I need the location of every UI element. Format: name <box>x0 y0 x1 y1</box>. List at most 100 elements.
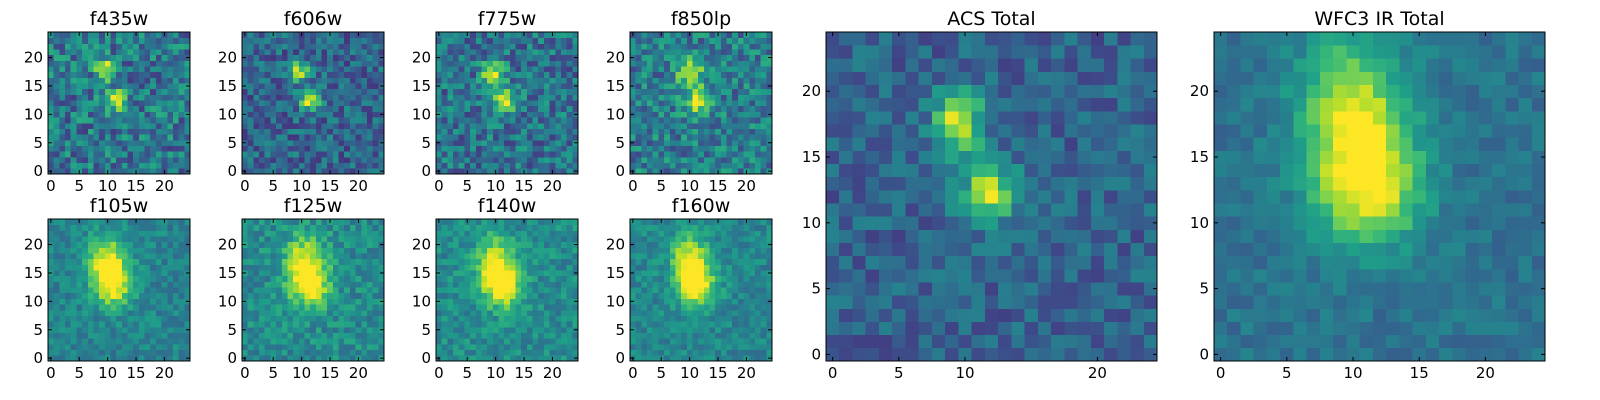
image-cell <box>298 134 305 141</box>
image-cell <box>155 88 162 95</box>
image-cell <box>76 247 83 254</box>
image-cell <box>59 236 66 243</box>
image-cell <box>766 117 773 124</box>
image-cell <box>720 117 727 124</box>
image-cell <box>664 83 671 90</box>
image-cell <box>70 54 77 61</box>
image-cell <box>321 88 328 95</box>
image-cell <box>754 304 762 311</box>
image-cell <box>310 298 317 305</box>
image-cell <box>70 151 77 158</box>
image-cell <box>116 253 123 260</box>
image-cell <box>121 168 128 175</box>
image-cell <box>99 270 106 277</box>
image-cell <box>65 83 72 90</box>
image-cell <box>749 332 756 339</box>
image-cell <box>53 66 60 73</box>
image-cell <box>538 292 545 299</box>
image-cell <box>116 37 123 44</box>
image-cell <box>749 37 756 44</box>
image-cell <box>515 83 522 90</box>
image-cell <box>509 258 516 265</box>
image-cell <box>93 275 100 282</box>
image-cell <box>110 349 117 356</box>
image-cell <box>59 287 66 294</box>
image-cell <box>669 128 676 135</box>
image-cell <box>709 37 716 44</box>
image-cell <box>464 100 471 107</box>
image-cell <box>287 281 294 288</box>
image-cell <box>293 332 300 339</box>
image-cell <box>144 60 151 67</box>
image-cell <box>692 71 699 78</box>
image-cell <box>293 168 300 175</box>
image-cell <box>338 43 345 50</box>
image-cell <box>760 332 767 339</box>
image-cell <box>355 326 362 333</box>
image-cell <box>726 281 733 288</box>
image-cell <box>110 304 117 311</box>
image-cell <box>492 270 499 277</box>
image-cell <box>669 43 676 50</box>
image-cell <box>504 145 511 152</box>
image-cell <box>253 321 260 328</box>
image-cell <box>242 224 249 231</box>
image-cell <box>281 224 288 231</box>
image-cell <box>560 117 568 124</box>
image-cell <box>87 139 94 146</box>
image-cell <box>293 292 300 299</box>
image-cell <box>87 326 94 333</box>
image-cell <box>458 88 465 95</box>
image-cell <box>338 275 345 282</box>
image-cell <box>635 162 642 169</box>
image-cell <box>304 111 311 118</box>
image-cell <box>293 32 300 39</box>
image-cell <box>161 298 168 305</box>
image-cell <box>70 236 77 243</box>
image-cell <box>167 287 174 294</box>
image-cell <box>281 66 288 73</box>
image-cell <box>293 151 300 158</box>
image-cell <box>65 168 72 175</box>
image-cell <box>293 258 300 265</box>
image-cell <box>470 60 477 67</box>
image-cell <box>242 71 249 78</box>
image-cell <box>703 100 710 107</box>
image-cell <box>560 258 568 265</box>
image-cell <box>65 281 72 288</box>
image-cell <box>144 162 151 169</box>
image-cell <box>543 349 550 356</box>
image-cell <box>436 304 443 311</box>
image-cell <box>259 349 266 356</box>
image-cell <box>53 60 60 67</box>
image-cell <box>70 156 77 164</box>
image-cell <box>703 151 710 158</box>
image-cell <box>572 292 579 299</box>
image-cell <box>242 105 249 112</box>
image-cell <box>549 281 556 288</box>
image-cell <box>441 117 448 124</box>
image-cell <box>155 309 162 316</box>
image-cell <box>635 151 642 158</box>
image-cell <box>172 349 180 356</box>
image-cell <box>709 60 716 67</box>
image-cell <box>349 94 356 101</box>
image-cell <box>732 111 739 118</box>
image-cell <box>172 49 180 56</box>
image-cell <box>675 100 682 107</box>
image-cell <box>321 258 328 265</box>
image-cell <box>349 71 356 78</box>
image-cell <box>675 338 682 345</box>
image-cell <box>453 298 460 305</box>
image-cell <box>669 332 676 339</box>
image-cell <box>378 43 385 50</box>
image-cell <box>264 321 271 328</box>
image-cell <box>726 117 733 124</box>
image-cell <box>492 304 499 311</box>
image-cell <box>453 287 460 294</box>
image-cell <box>720 145 727 152</box>
image-cell <box>720 54 727 61</box>
image-cell <box>658 309 665 316</box>
image-cell <box>504 298 511 305</box>
